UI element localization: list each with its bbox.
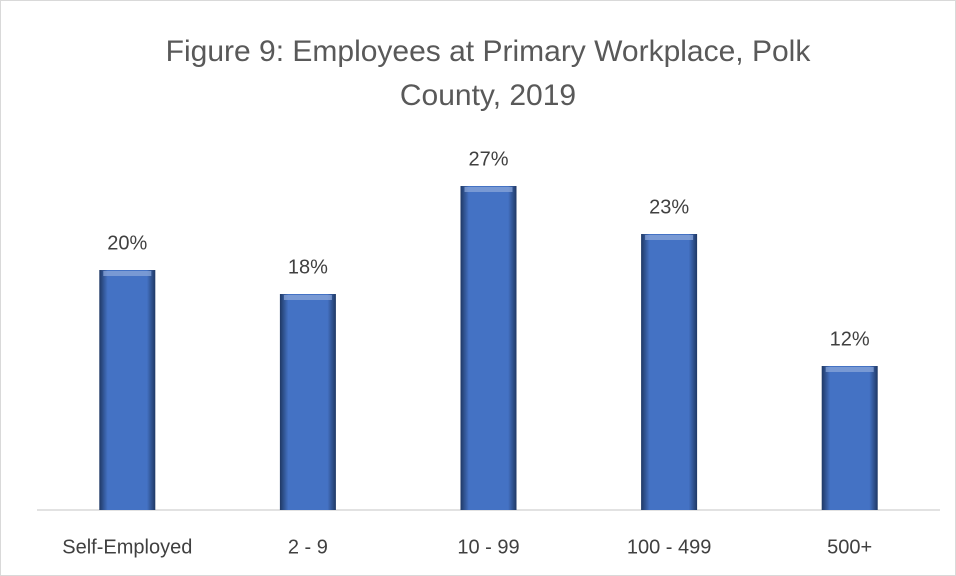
data-label: 18% (288, 256, 328, 278)
x-tick-label: 100 - 499 (627, 536, 712, 558)
x-tick-label: 500+ (827, 536, 872, 558)
data-label: 27% (468, 148, 508, 170)
bar (279, 294, 336, 510)
data-label: 23% (649, 196, 689, 218)
bar (99, 270, 156, 510)
bar-bevel (645, 235, 694, 240)
data-label: 20% (107, 232, 147, 254)
bar (460, 186, 517, 510)
x-tick-label: Self-Employed (62, 536, 192, 558)
bar-bevel (283, 295, 332, 300)
bar (641, 234, 698, 510)
bar-bevel (825, 367, 874, 372)
x-tick-label: 2 - 9 (288, 536, 328, 558)
data-label: 12% (830, 328, 870, 350)
chart-title: Figure 9: Employees at Primary Workplace… (165, 35, 811, 112)
bar (821, 366, 878, 510)
bar-bevel (464, 187, 513, 192)
x-tick-label: 10 - 99 (457, 536, 519, 558)
bar-bevel (103, 271, 152, 276)
